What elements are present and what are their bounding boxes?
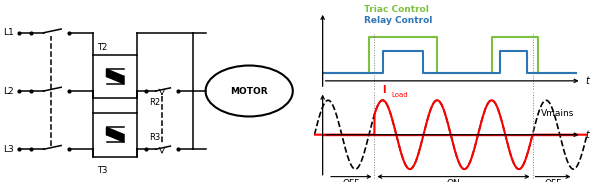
Text: Vmains: Vmains bbox=[541, 109, 574, 118]
Text: ON: ON bbox=[447, 179, 461, 182]
Text: Load: Load bbox=[391, 92, 408, 98]
Polygon shape bbox=[107, 76, 124, 84]
Text: T2: T2 bbox=[96, 43, 107, 52]
Polygon shape bbox=[107, 135, 124, 142]
Text: I: I bbox=[383, 85, 386, 95]
Text: MOTOR: MOTOR bbox=[231, 86, 268, 96]
Text: T3: T3 bbox=[96, 166, 107, 175]
Text: L1: L1 bbox=[3, 28, 14, 37]
Text: L3: L3 bbox=[3, 145, 14, 154]
Text: L2: L2 bbox=[3, 86, 14, 96]
Text: t: t bbox=[586, 76, 589, 86]
Text: Relay Control: Relay Control bbox=[364, 16, 432, 25]
Text: R3: R3 bbox=[150, 133, 161, 142]
Text: Triac Control: Triac Control bbox=[364, 5, 428, 14]
Text: OFF: OFF bbox=[343, 179, 360, 182]
Text: t: t bbox=[586, 130, 589, 140]
Polygon shape bbox=[107, 69, 124, 76]
Polygon shape bbox=[107, 127, 124, 135]
Text: OFF: OFF bbox=[544, 179, 562, 182]
Text: R2: R2 bbox=[150, 98, 161, 107]
